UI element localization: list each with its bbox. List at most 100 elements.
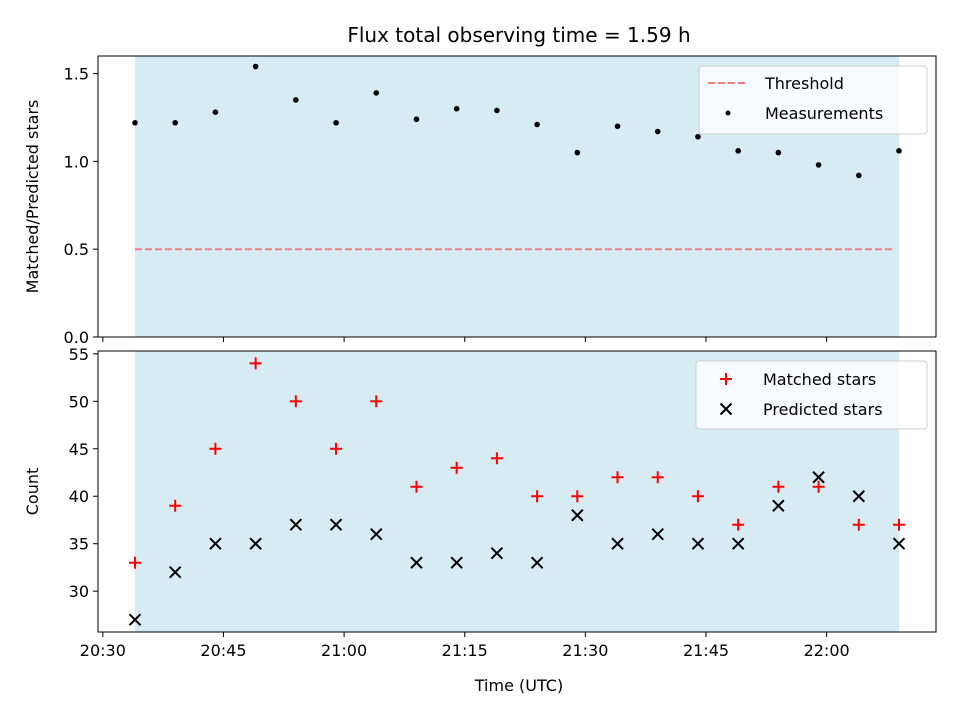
predicted-star-point-15 (731, 537, 745, 550)
bot-y-tick-label-1: 35 (69, 535, 89, 554)
bot-y-tick-label-4: 50 (69, 392, 89, 411)
measurement-point-13 (654, 128, 661, 135)
measurement-point-3 (252, 63, 259, 70)
measurement-point-2 (212, 109, 219, 115)
predicted-star-point-18 (852, 490, 866, 503)
predicted-star-point-1 (168, 565, 182, 579)
count-legend: Matched stars Predicted stars (695, 360, 928, 430)
measurement-point-15 (735, 148, 741, 154)
count-legend-box (695, 360, 928, 430)
measurement-point-14 (695, 133, 701, 140)
measurement-point-6 (373, 90, 380, 96)
ratio-panel-frame (97, 55, 937, 338)
x-tick-label-0: 20:30 (80, 641, 126, 660)
count-y-ticks: 30 35 40 45 50 55 (69, 345, 98, 601)
predicted-star-point-14 (691, 537, 705, 550)
legend-measurements-label: Measurements (765, 104, 883, 123)
measurement-point-5 (333, 119, 339, 126)
count-x-ticks: 20:30 20:45 21:00 21:15 21:30 21:45 22:00 (80, 632, 850, 660)
matched-star-point-10 (531, 490, 544, 503)
matched-star-point-4 (289, 395, 302, 408)
predicted-star-point-0 (128, 613, 142, 626)
time-x-axis-label: Time (UTC) (474, 676, 563, 695)
legend-predicted-x (719, 402, 733, 416)
measurement-point-18 (855, 172, 862, 179)
matched-star-point-17 (812, 480, 825, 493)
count-y-axis-label: Count (23, 468, 42, 516)
legend-matched-swatch (720, 373, 732, 385)
top-y-tick-label-1: 0.5 (64, 240, 89, 259)
matched-stars-points (128, 357, 906, 569)
predicted-star-point-6 (370, 528, 383, 541)
measurement-point-11 (574, 149, 581, 156)
predicted-stars-points (128, 471, 906, 626)
predicted-star-point-5 (329, 518, 343, 531)
legend-predicted-label: Predicted stars (763, 400, 883, 419)
predicted-star-point-13 (651, 528, 664, 541)
bot-y-tick-label-5: 55 (69, 345, 89, 364)
top-y-tick-label-3: 1.5 (64, 65, 89, 84)
top-y-tick-label-0: 0.0 (64, 328, 89, 347)
top-y-tick-label-2: 1.0 (64, 152, 89, 171)
matched-star-point-13 (651, 471, 664, 484)
bot-y-tick-label-0: 30 (69, 582, 89, 601)
measurement-point-19 (896, 148, 902, 154)
legend-matched-plus (720, 373, 732, 385)
bot-y-tick-label-3: 45 (69, 440, 89, 459)
matched-star-point-6 (370, 395, 383, 408)
matched-star-point-5 (330, 442, 343, 455)
predicted-star-point-10 (530, 556, 544, 569)
measurement-points (132, 63, 902, 179)
matched-star-point-7 (410, 480, 423, 493)
ratio-legend-box (698, 65, 928, 135)
measurement-point-7 (413, 116, 420, 123)
ratio-y-ticks: 0.0 0.5 1.0 1.5 (64, 65, 98, 347)
predicted-star-point-19 (892, 537, 906, 550)
legend-threshold-label: Threshold (764, 74, 844, 93)
matched-star-point-0 (128, 556, 141, 569)
count-panel: 30 35 40 45 50 55 20:30 20:45 21:00 21:15 21:30 21… (23, 345, 937, 695)
predicted-star-point-7 (410, 556, 423, 569)
x-tick-label-6: 22:00 (804, 641, 850, 660)
matched-star-point-14 (691, 490, 704, 503)
predicted-star-point-16 (772, 499, 785, 512)
matched-star-point-12 (611, 471, 624, 484)
ratio-panel: 0.0 0.5 1.0 1.5 Matched/Predicted stars Thr… (23, 55, 937, 347)
count-panel-frame (97, 350, 937, 633)
x-tick-label-5: 21:45 (683, 641, 729, 660)
matched-star-point-19 (893, 518, 906, 531)
measurement-point-1 (172, 119, 179, 126)
matched-star-point-18 (852, 518, 865, 531)
predicted-star-point-9 (490, 546, 504, 560)
matched-star-point-1 (169, 499, 182, 512)
predicted-star-point-8 (450, 556, 463, 569)
matched-star-point-8 (450, 461, 463, 474)
predicted-star-point-11 (571, 509, 584, 522)
matched-star-point-15 (732, 518, 745, 531)
ratio-x-ticks (102, 337, 828, 342)
matched-star-point-2 (209, 442, 222, 455)
measurement-point-0 (132, 119, 138, 126)
x-tick-label-1: 20:45 (200, 641, 246, 660)
matched-star-point-16 (772, 480, 785, 493)
ratio-legend: Threshold Measurements (698, 65, 928, 135)
matched-star-point-3 (249, 357, 262, 370)
measurement-point-4 (293, 97, 299, 103)
predicted-star-point-17 (812, 471, 825, 484)
matched-star-point-9 (490, 452, 503, 465)
legend-matched-label: Matched stars (763, 370, 876, 389)
x-tick-label-3: 21:15 (442, 641, 488, 660)
ratio-y-axis-label: Matched/Predicted stars (23, 100, 42, 294)
predicted-star-point-3 (249, 537, 262, 550)
measurement-point-9 (494, 107, 500, 114)
measurement-point-10 (534, 121, 540, 128)
predicted-star-point-4 (289, 518, 303, 531)
predicted-star-point-12 (611, 537, 624, 550)
matched-star-point-11 (571, 490, 584, 503)
measurement-point-12 (614, 123, 621, 130)
x-tick-label-2: 21:00 (321, 641, 367, 660)
bot-y-tick-label-2: 40 (69, 487, 89, 506)
measurement-point-16 (775, 149, 782, 156)
chart-title: Flux total observing time = 1.59 h (347, 23, 690, 47)
